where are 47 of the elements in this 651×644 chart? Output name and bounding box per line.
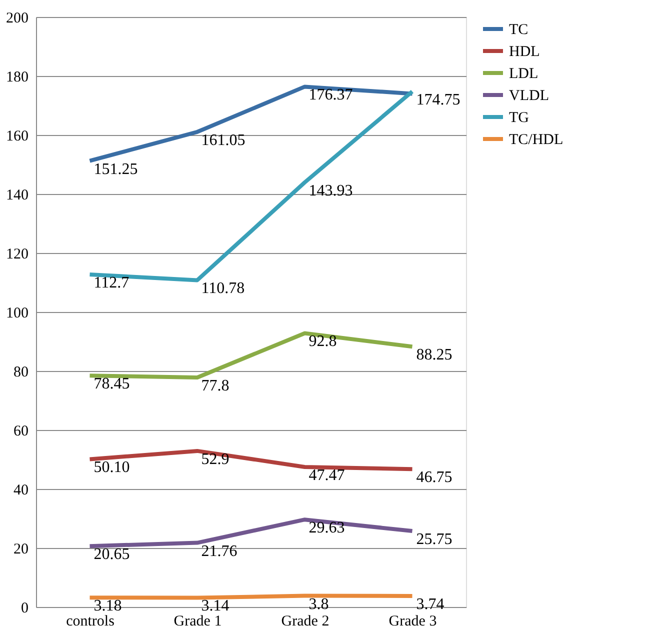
line-series <box>88 448 414 472</box>
data-label: 52.9 <box>201 450 230 468</box>
data-label: 46.75 <box>416 469 452 486</box>
data-label: 20.65 <box>94 546 130 564</box>
data-label: 29.63 <box>308 520 345 537</box>
data-label: 77.8 <box>201 377 230 394</box>
y-tick-label: 100 <box>6 306 28 322</box>
data-label: 3.18 <box>94 598 122 615</box>
data-label: 174.75 <box>416 91 460 108</box>
y-tick-label: 0 <box>21 600 28 616</box>
y-tick-label: 160 <box>6 128 28 144</box>
data-label: 47.47 <box>308 466 345 484</box>
y-tick-label: 80 <box>14 364 28 380</box>
y-tick-label: 200 <box>6 10 28 26</box>
data-label: 3.14 <box>201 598 230 615</box>
y-tick-label: 40 <box>14 482 28 498</box>
data-label: 143.93 <box>308 182 353 200</box>
data-label: 151.25 <box>94 160 138 178</box>
line-series <box>88 331 414 380</box>
x-tick-label: Grade 2 <box>281 614 330 630</box>
legend-label: HDL <box>509 44 540 60</box>
data-label: 50.10 <box>94 459 130 476</box>
data-label: 21.76 <box>201 542 238 560</box>
legend-label: LDL <box>509 66 538 82</box>
data-label: 25.75 <box>416 531 452 548</box>
data-label: 112.7 <box>94 274 130 292</box>
y-tick-label: 140 <box>6 188 28 204</box>
y-tick-label: 180 <box>6 70 28 86</box>
data-label: 110.78 <box>201 280 245 298</box>
data-label: 3.8 <box>308 596 329 613</box>
data-label: 161.05 <box>201 132 246 149</box>
data-label: 88.25 <box>416 346 452 364</box>
y-tick-label: 20 <box>14 542 28 558</box>
legend-label: TG <box>509 110 530 126</box>
data-label: 3.74 <box>416 596 444 613</box>
y-tick-label: 120 <box>6 246 28 262</box>
x-tick-label: Grade 3 <box>388 614 437 630</box>
line-series <box>88 84 414 163</box>
legend-label: TC <box>509 22 528 38</box>
data-label: 92.8 <box>308 333 337 350</box>
data-label: 78.45 <box>94 376 130 393</box>
x-tick-label: Grade 1 <box>174 614 222 630</box>
legend-label: VLDL <box>509 88 549 104</box>
x-tick-label: controls <box>66 614 115 630</box>
y-tick-label: 60 <box>14 424 28 440</box>
legend-label: TC/HDL <box>509 132 564 148</box>
data-label: 176.37 <box>308 86 353 104</box>
